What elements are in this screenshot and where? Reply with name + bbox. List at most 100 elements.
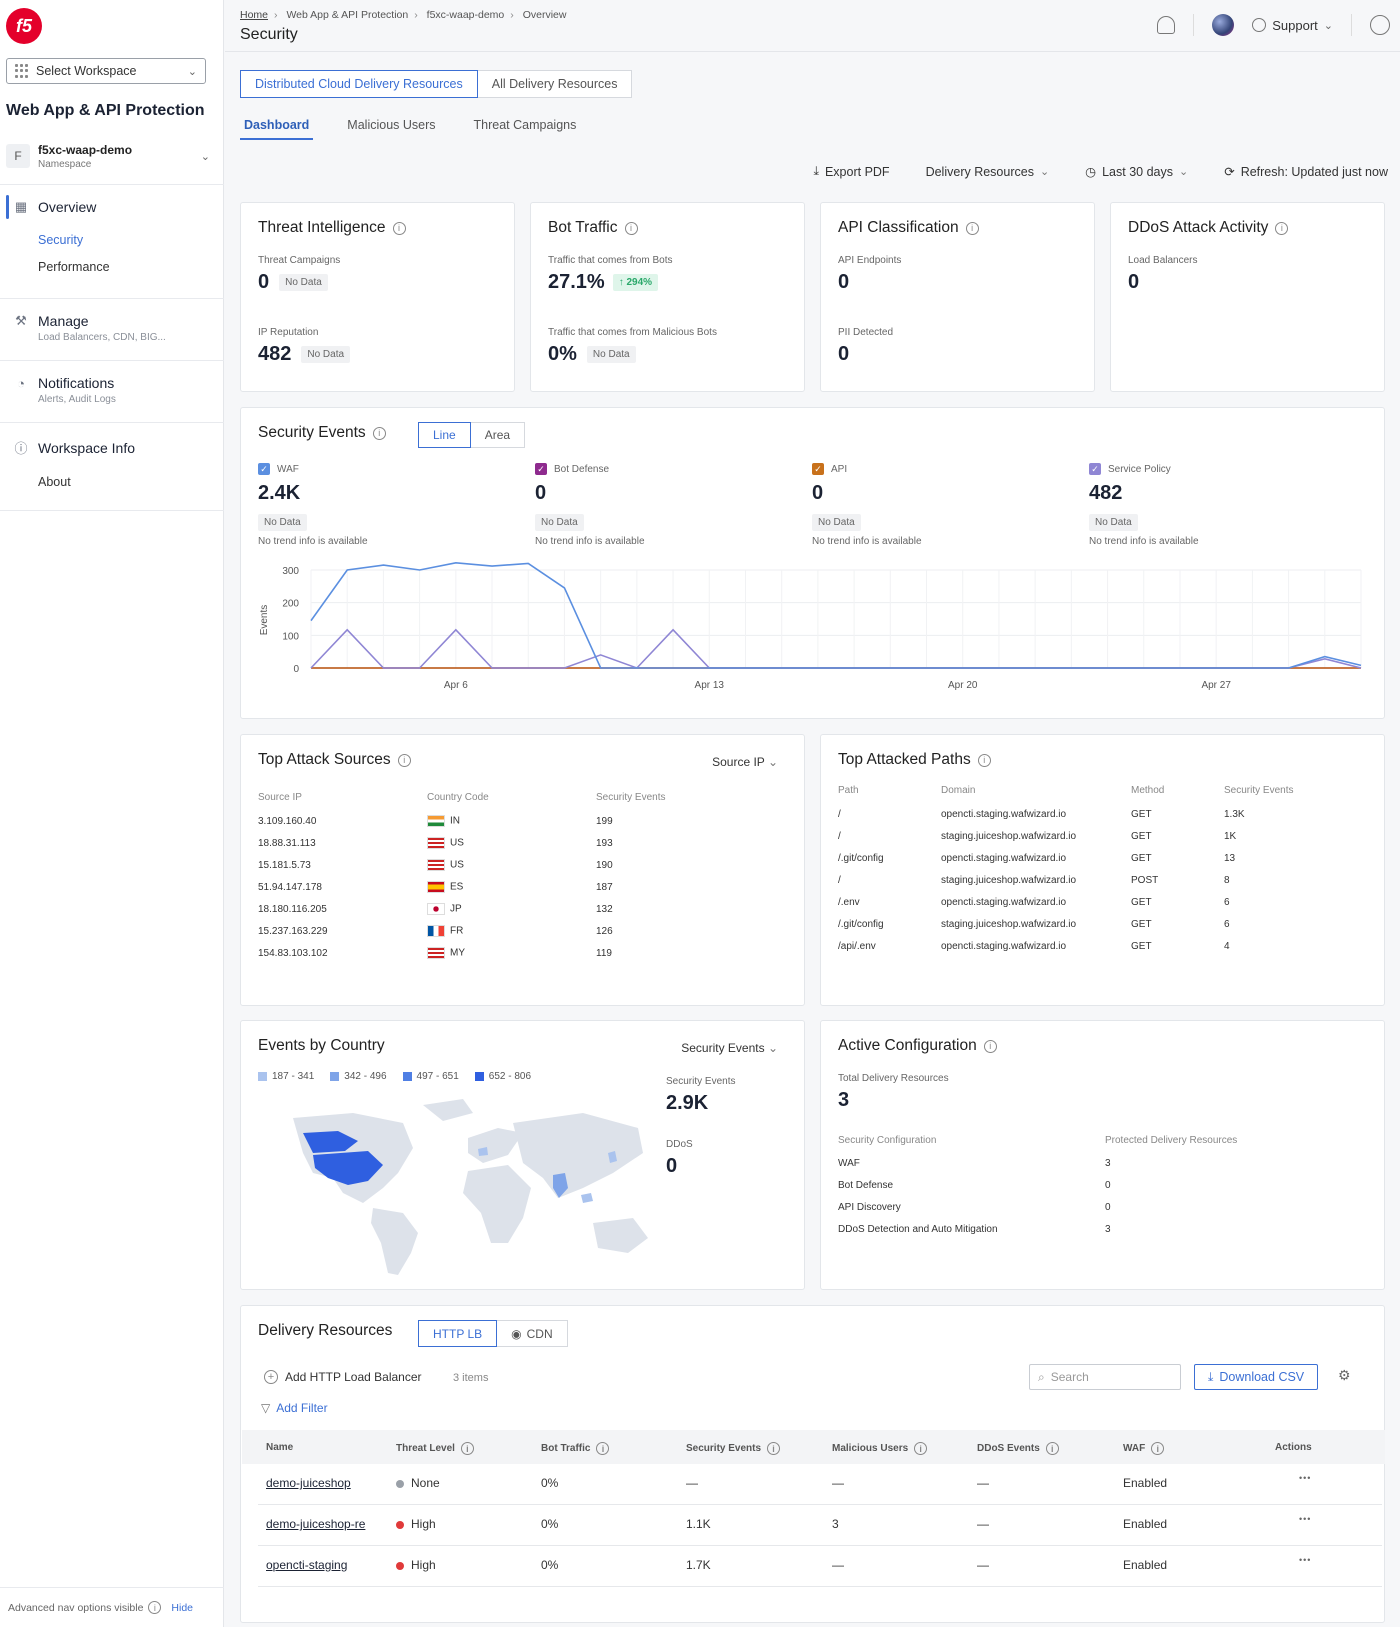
domain-cell: opencti.staging.wafwizard.io	[941, 809, 1067, 820]
nav-item-about[interactable]: About	[38, 475, 71, 489]
toggle-cdn[interactable]: ◉ CDN	[497, 1320, 568, 1347]
bell-icon[interactable]	[1157, 16, 1176, 34]
info-icon[interactable]: i	[392, 221, 406, 235]
trend-text: No trend info is available	[535, 536, 645, 547]
metric-label[interactable]: ✓ Bot Defense	[535, 463, 609, 475]
search-input[interactable]: ⌕ Search	[1029, 1364, 1181, 1390]
gear-icon[interactable]: ⚙	[1338, 1367, 1351, 1383]
tab-threat-campaigns[interactable]: Threat Campaigns	[473, 118, 577, 132]
date-range-dropdown[interactable]: ◷ Last 30 days ⌄	[1085, 164, 1188, 180]
breadcrumb-home[interactable]: Home	[240, 9, 269, 21]
refresh-button[interactable]: ⟳ Refresh: Updated just now	[1224, 164, 1388, 180]
info-icon[interactable]: i	[596, 1442, 610, 1455]
source-ip-cell: 18.180.116.205	[258, 904, 327, 915]
info-icon[interactable]: i	[372, 426, 386, 440]
info-icon[interactable]: i	[624, 221, 638, 235]
info-icon[interactable]: i	[767, 1442, 781, 1455]
map-south-america	[371, 1208, 418, 1275]
waf-cell: Enabled	[1123, 1517, 1168, 1531]
y-tick-label: 200	[282, 599, 299, 610]
divider	[0, 184, 224, 185]
add-filter-button[interactable]: ▽ Add Filter	[261, 1401, 328, 1415]
ev-cell: 4	[1224, 941, 1230, 952]
globe-icon[interactable]	[1212, 14, 1235, 36]
more-actions-icon[interactable]: •••	[1299, 1514, 1312, 1524]
metric-label[interactable]: ✓ Service Policy	[1089, 463, 1171, 475]
nav-item-security[interactable]: Security	[38, 233, 84, 247]
info-icon[interactable]: i	[983, 1039, 997, 1053]
workspace-select[interactable]: Select Workspace ⌄	[6, 58, 206, 84]
info-icon[interactable]: i	[1275, 221, 1289, 235]
info-icon[interactable]: i	[1151, 1442, 1165, 1455]
info-icon: i	[148, 1601, 162, 1614]
breadcrumb-app[interactable]: Web App & API Protection	[286, 9, 409, 21]
events-cell: 187	[596, 882, 613, 893]
nav-overview-head[interactable]: ▦ Overview	[0, 199, 224, 215]
namespace-avatar: F	[6, 144, 30, 168]
domain-cell: opencti.staging.wafwizard.io	[941, 897, 1067, 908]
total-delivery-label: Total Delivery Resources	[838, 1073, 949, 1084]
info-icon[interactable]: i	[460, 1442, 474, 1455]
toggle-area[interactable]: Area	[470, 422, 526, 448]
threat-campaigns-label: Threat Campaigns	[258, 255, 341, 266]
tab-all-delivery[interactable]: All Delivery Resources	[477, 70, 633, 98]
source-ip-dropdown[interactable]: Source IP ⌄	[712, 755, 778, 769]
nav-manage-label: Manage	[38, 313, 89, 329]
tab-dashboard[interactable]: Dashboard	[240, 118, 314, 140]
download-csv-button[interactable]: ⤓ Download CSV	[1194, 1364, 1318, 1390]
bot-cell: 0%	[541, 1476, 559, 1490]
hide-nav-link[interactable]: Hide	[171, 1601, 194, 1614]
info-icon[interactable]: i	[977, 753, 991, 767]
breadcrumb-namespace[interactable]: f5xc-waap-demo	[426, 9, 505, 21]
resource-name-link[interactable]: opencti-staging	[266, 1558, 348, 1572]
card-title: API Classification	[838, 219, 959, 236]
nav-workspace-info-label: Workspace Info	[38, 439, 136, 456]
country-cell: FR	[427, 925, 463, 937]
api-endpoints-label: API Endpoints	[838, 255, 902, 266]
toggle-line[interactable]: Line	[418, 422, 471, 448]
metric-label[interactable]: ✓ API	[812, 463, 847, 475]
tab-malicious-users[interactable]: Malicious Users	[347, 118, 436, 132]
nav-workspace-info-head[interactable]: ⓘ Workspace Info	[0, 438, 224, 457]
flag-icon-jp	[427, 903, 445, 915]
export-pdf-button[interactable]: ⤓ Export PDF	[813, 164, 889, 179]
add-http-lb-button[interactable]: + Add HTTP Load Balancer	[264, 1370, 422, 1384]
tab-distributed-cloud[interactable]: Distributed Cloud Delivery Resources	[240, 70, 478, 98]
events-country-dropdown[interactable]: Security Events ⌄	[681, 1041, 778, 1055]
bot-traffic-value: 27.1% ↑ 294%	[548, 271, 659, 294]
nav-notifications[interactable]: ◔ Notifications Alerts, Audit Logs	[0, 375, 224, 405]
map-europe	[468, 1128, 523, 1163]
nav-manage[interactable]: ⚒ Manage Load Balancers, CDN, BIG...	[0, 313, 224, 343]
country-security-events-label: Security Events	[666, 1076, 736, 1087]
metric-label[interactable]: ✓ WAF	[258, 463, 299, 475]
checkbox-icon: ✓	[1089, 463, 1101, 475]
namespace-selector[interactable]: F f5xc-waap-demo Namespace ⌄	[6, 140, 216, 172]
method-cell: GET	[1131, 919, 1152, 930]
config-name-cell: API Discovery	[838, 1202, 901, 1213]
resource-name-link[interactable]: demo-juiceshop-re	[266, 1517, 366, 1531]
events-by-country-card: Events by Country Security Events ⌄ 187 …	[240, 1020, 805, 1290]
info-icon[interactable]: i	[914, 1442, 928, 1455]
path-cell: /.git/config	[838, 919, 884, 930]
eye-icon: ◉	[511, 1326, 522, 1341]
nav-workspace-info: ⓘ Workspace Info About	[0, 438, 224, 490]
info-icon[interactable]: i	[397, 753, 411, 767]
user-avatar-icon[interactable]	[1370, 15, 1390, 35]
toggle-http-lb[interactable]: HTTP LB	[418, 1320, 498, 1347]
column-header: DDoS Events i	[977, 1442, 1059, 1455]
support-menu[interactable]: Support ⌄	[1252, 18, 1333, 33]
y-tick-label: 100	[282, 631, 299, 642]
namespace-label: Namespace	[38, 158, 92, 170]
info-icon[interactable]: i	[1045, 1442, 1059, 1455]
more-actions-icon[interactable]: •••	[1299, 1555, 1312, 1565]
config-value-cell: 0	[1105, 1180, 1111, 1191]
status-dot-icon	[396, 1520, 404, 1529]
bell-icon: ◔	[17, 375, 25, 391]
f5-logo[interactable]: f5	[6, 8, 42, 44]
info-icon[interactable]: i	[965, 221, 979, 235]
nav-item-performance[interactable]: Performance	[38, 260, 110, 274]
delivery-resources-dropdown[interactable]: Delivery Resources ⌄	[926, 165, 1050, 179]
api-endpoints-value: 0	[838, 271, 850, 293]
more-actions-icon[interactable]: •••	[1299, 1473, 1312, 1483]
resource-name-link[interactable]: demo-juiceshop	[266, 1476, 351, 1490]
